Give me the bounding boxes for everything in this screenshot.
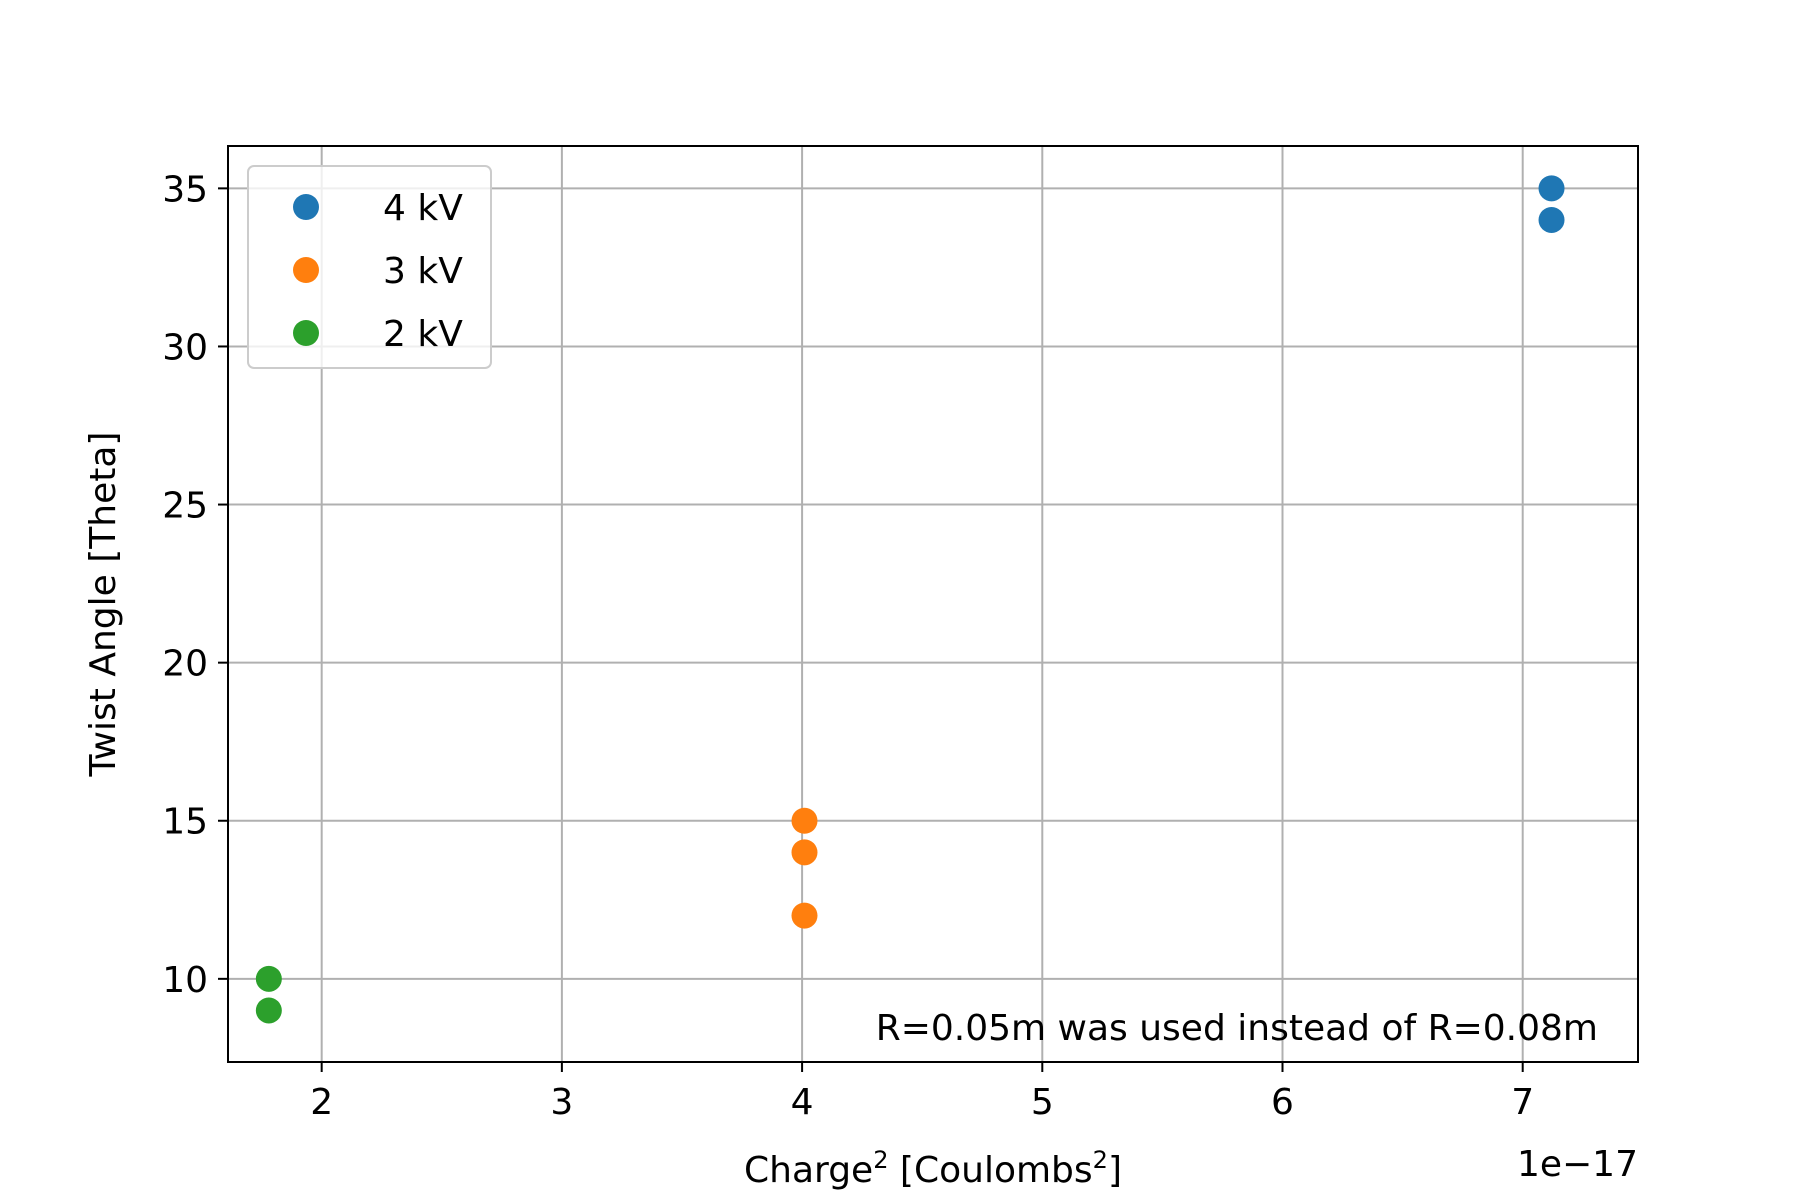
chart-annotation: R=0.05m was used instead of R=0.08m	[876, 1008, 1598, 1049]
y-tick-label: 35	[162, 169, 208, 210]
plot-frame	[227, 145, 1639, 1063]
x-axis-offset-text: 1e−17	[1517, 1144, 1638, 1185]
y-tick-label: 20	[162, 644, 208, 685]
y-axis-label: Twist Angle [Theta]	[83, 432, 124, 778]
x-axis-label-main: Charge	[744, 1150, 873, 1191]
legend-label: 2 kV	[383, 314, 463, 355]
grid-lines	[228, 146, 1638, 1062]
x-tick-label: 7	[1511, 1082, 1534, 1123]
data-points	[255, 175, 1565, 1024]
x-tick-label: 3	[550, 1082, 573, 1123]
x-tick-label: 4	[791, 1082, 814, 1123]
x-tick-label: 2	[310, 1082, 333, 1123]
x-tick-label: 5	[1031, 1082, 1054, 1123]
data-point	[791, 807, 818, 834]
x-axis-label: Charge2 [Coulombs2]	[744, 1146, 1122, 1191]
legend-label: 4 kV	[383, 188, 463, 229]
data-point	[791, 839, 818, 866]
y-tick-label: 25	[162, 486, 208, 527]
x-axis-label-close: ]	[1108, 1150, 1122, 1191]
legend-marker	[293, 320, 319, 346]
legend: 4 kV 3 kV 2 kV	[247, 165, 492, 369]
data-point	[1538, 175, 1565, 202]
y-tick-label: 10	[162, 960, 208, 1001]
x-axis-label-superscript-2: 2	[1093, 1146, 1108, 1174]
y-tick-label: 15	[162, 802, 208, 843]
x-axis-label-units: [Coulombs	[888, 1150, 1092, 1191]
axis-ticks: 2 3 4 5 6 7 10 15 20 25 30 35	[162, 169, 1534, 1123]
y-tick-label: 30	[162, 327, 208, 368]
data-point	[255, 965, 282, 992]
x-axis-label-superscript: 2	[873, 1146, 888, 1174]
legend-marker	[293, 194, 319, 220]
legend-marker	[293, 257, 319, 283]
data-point	[255, 997, 282, 1024]
data-point	[791, 902, 818, 929]
legend-label: 3 kV	[383, 251, 463, 292]
x-tick-label: 6	[1271, 1082, 1294, 1123]
data-point	[1538, 206, 1565, 233]
